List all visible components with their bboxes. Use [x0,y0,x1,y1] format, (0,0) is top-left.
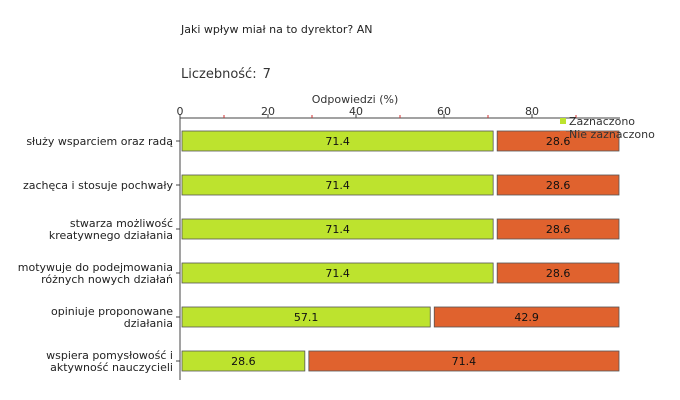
legend-label-nie-zaznaczono: Nie zaznaczono [569,128,655,141]
category-label-0: służy wsparciem oraz radą [26,135,173,148]
data-label-zaznaczono-3: 71.4 [325,267,350,280]
data-label-nie-zaznaczono-3: 28.6 [546,267,571,280]
sample-size-value: 7 [262,67,271,82]
bar-nie-zaznaczono-2 [496,218,620,240]
x-tick-label-40: 40 [349,105,363,118]
legend-swatch-zaznaczono [560,118,566,124]
category-label-5-line-1: aktywność nauczycieli [50,361,173,374]
bar-zaznaczono-1 [181,174,494,196]
data-label-zaznaczono-5: 28.6 [231,355,256,368]
category-label-2-line-0: stwarza możliwość [70,217,173,230]
bar-nie-zaznaczono-0 [496,130,620,152]
category-label-4-line-0: opiniuje proponowane [51,305,173,318]
bar-nie-zaznaczono-1 [496,174,620,196]
bar-zaznaczono-2 [181,218,494,240]
bar-nie-zaznaczono-4 [433,306,620,328]
bar-zaznaczono-3 [181,262,494,284]
category-label-3-line-0: motywuje do podejmowania [18,261,173,274]
legend-label-zaznaczono: Zaznaczono [569,115,635,128]
bar-zaznaczono-5 [181,350,306,372]
data-label-zaznaczono-4: 57.1 [294,311,319,324]
data-label-nie-zaznaczono-2: 28.6 [546,223,571,236]
x-axis-title: Odpowiedzi (%) [312,93,399,106]
legend-swatch-nie-zaznaczono [560,131,566,137]
category-label-1: zachęca i stosuje pochwały [23,179,174,192]
x-tick-label-20: 20 [261,105,275,118]
bar-nie-zaznaczono-3 [496,262,620,284]
data-label-zaznaczono-0: 71.4 [325,135,350,148]
category-label-3-line-1: różnych nowych działań [41,273,173,286]
data-label-nie-zaznaczono-0: 28.6 [546,135,571,148]
sample-size: Liczebność: 7 [181,67,271,82]
x-tick-label-60: 60 [437,105,451,118]
bar-zaznaczono-4 [181,306,431,328]
category-label-5-line-0: wspiera pomysłowość i [46,349,173,362]
data-label-zaznaczono-2: 71.4 [325,223,350,236]
data-label-nie-zaznaczono-5: 71.4 [452,355,477,368]
bar-nie-zaznaczono-5 [308,350,620,372]
x-tick-label-80: 80 [525,105,539,118]
category-label-2-line-1: kreatywnego działania [49,229,173,242]
category-label-4-line-1: działania [124,317,173,330]
data-label-nie-zaznaczono-1: 28.6 [546,179,571,192]
sample-size-label: Liczebność: [181,67,257,82]
question-title: Jaki wpływ miał na to dyrektor? AN [181,23,373,36]
bar-zaznaczono-0 [181,130,494,152]
x-tick-label-0: 0 [177,105,184,118]
data-label-nie-zaznaczono-4: 42.9 [514,311,539,324]
data-label-zaznaczono-1: 71.4 [325,179,350,192]
